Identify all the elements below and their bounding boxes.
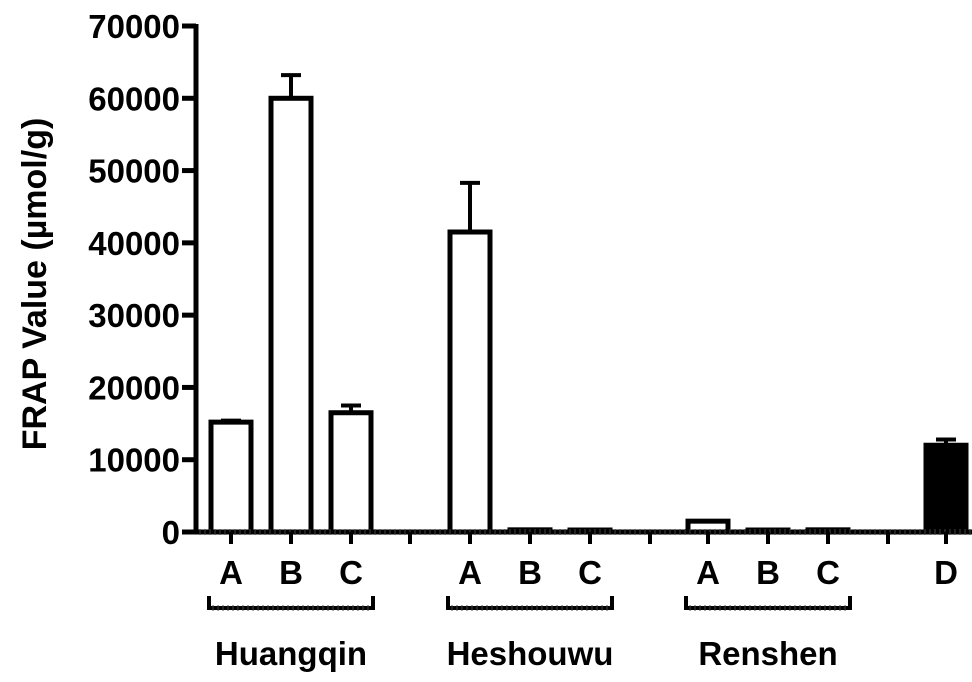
y-axis: 0 10000 20000 30000 40000 50000 60000 70000 <box>88 8 199 551</box>
group-label: Heshouwu <box>447 635 614 672</box>
group-bracket <box>207 596 375 610</box>
category-label: C <box>816 554 840 591</box>
y-axis-title: FRAP Value (µmol/g) <box>16 118 54 451</box>
y-tick-label: 40000 <box>88 225 180 262</box>
y-tick-label: 0 <box>162 514 180 551</box>
category-label: B <box>756 554 780 591</box>
category-label: C <box>339 554 363 591</box>
bar <box>328 410 374 535</box>
category-label: A <box>219 554 243 591</box>
y-tick-label: 20000 <box>88 369 180 406</box>
y-tick-label: 70000 <box>88 8 180 45</box>
category-label: D <box>934 554 958 591</box>
category-label: C <box>578 554 602 591</box>
y-tick-label: 50000 <box>88 153 180 190</box>
group-label: Renshen <box>698 635 837 672</box>
category-label: B <box>518 554 542 591</box>
category-label: A <box>458 554 482 591</box>
bar <box>923 442 969 535</box>
bars <box>208 73 969 535</box>
y-tick-label: 60000 <box>88 80 180 117</box>
bar <box>208 419 254 535</box>
bar <box>268 95 314 535</box>
x-axis <box>194 529 972 544</box>
category-label: B <box>279 554 303 591</box>
group-bracket <box>684 596 852 610</box>
group-bracket <box>446 596 614 610</box>
y-tick-label: 10000 <box>88 442 180 479</box>
y-tick-label: 30000 <box>88 297 180 334</box>
bar <box>447 229 493 535</box>
group-label: Huangqin <box>215 635 367 672</box>
category-label: A <box>696 554 720 591</box>
